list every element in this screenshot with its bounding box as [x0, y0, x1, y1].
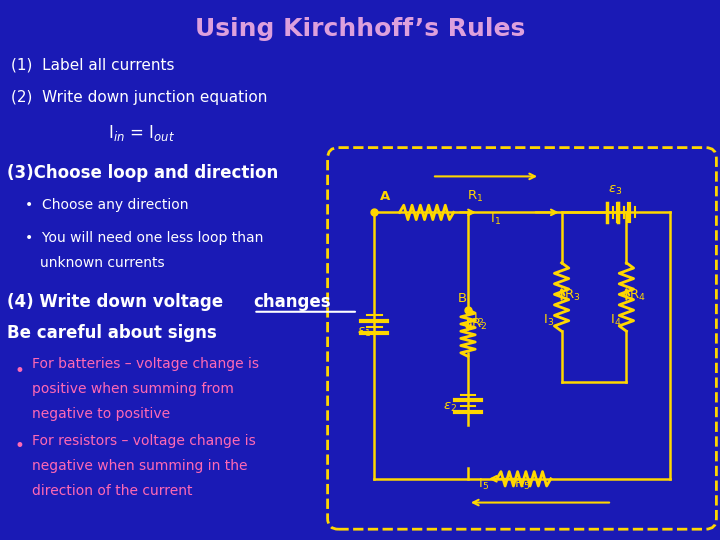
Text: Be careful about signs: Be careful about signs	[7, 323, 217, 342]
Text: •: •	[14, 437, 24, 455]
Text: I$_4$: I$_4$	[610, 313, 621, 328]
Text: I$_2$: I$_2$	[473, 313, 485, 328]
Text: R$_2$: R$_2$	[471, 316, 487, 332]
Text: I$_{in}$ = I$_{out}$: I$_{in}$ = I$_{out}$	[108, 123, 175, 143]
Text: I$_5$: I$_5$	[478, 477, 490, 492]
Text: (2)  Write down junction equation: (2) Write down junction equation	[11, 90, 267, 105]
Text: unknown currents: unknown currents	[40, 256, 164, 270]
Text: (3)Choose loop and direction: (3)Choose loop and direction	[7, 164, 279, 182]
Text: For batteries – voltage change is: For batteries – voltage change is	[32, 356, 259, 370]
Text: R$_4$: R$_4$	[629, 288, 646, 303]
Text: Using Kirchhoff’s Rules: Using Kirchhoff’s Rules	[195, 17, 525, 41]
Text: positive when summing from: positive when summing from	[32, 382, 234, 396]
Text: (4) Write down voltage: (4) Write down voltage	[7, 293, 229, 312]
Text: I$_3$: I$_3$	[543, 313, 554, 328]
Text: R$_3$: R$_3$	[564, 288, 580, 303]
Text: $\varepsilon_3$: $\varepsilon_3$	[608, 184, 623, 197]
Text: negative to positive: negative to positive	[32, 407, 171, 421]
Text: B: B	[458, 292, 467, 306]
Text: (1)  Label all currents: (1) Label all currents	[11, 57, 174, 72]
Text: negative when summing in the: negative when summing in the	[32, 459, 248, 473]
Text: R$_1$: R$_1$	[467, 189, 483, 204]
Text: direction of the current: direction of the current	[32, 484, 193, 498]
Text: A: A	[380, 190, 390, 203]
Text: $\varepsilon_1$: $\varepsilon_1$	[356, 326, 371, 339]
Text: •  You will need one less loop than: • You will need one less loop than	[25, 231, 264, 245]
Text: •: •	[14, 362, 24, 380]
Text: $\varepsilon_2$: $\varepsilon_2$	[443, 401, 457, 415]
Text: I$_1$: I$_1$	[490, 212, 501, 227]
Text: R$_5$: R$_5$	[514, 477, 530, 492]
Text: changes: changes	[253, 293, 331, 312]
Text: •  Choose any direction: • Choose any direction	[25, 198, 189, 212]
Text: For resistors – voltage change is: For resistors – voltage change is	[32, 434, 256, 448]
